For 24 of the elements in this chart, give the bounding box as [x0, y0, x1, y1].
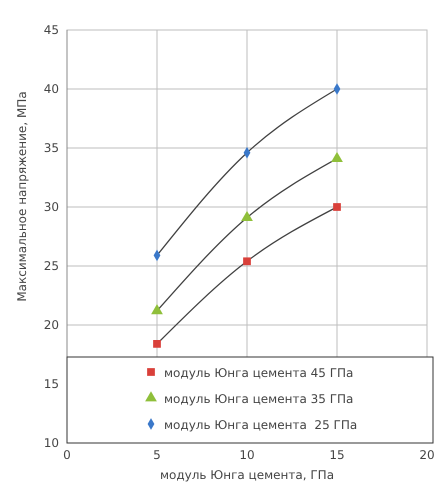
y-tick-label: 30: [44, 200, 59, 214]
y-tick-label: 35: [44, 141, 59, 156]
point: [243, 257, 251, 266]
y-tick-label: 25: [44, 259, 59, 274]
point: [333, 203, 341, 211]
x-tick-label: 5: [153, 448, 161, 462]
y-tick-label: 20: [44, 318, 59, 332]
x-tick-label: 15: [329, 448, 345, 462]
x-tick-label: 20: [419, 448, 435, 462]
x-tick-label: 10: [239, 448, 255, 462]
y-axis-title: Максимальное напряжение, МПа: [15, 91, 29, 302]
y-tick-label: 40: [44, 82, 59, 96]
legend-label: модуль Юнга цемента 45 ГПа: [164, 366, 354, 380]
point: [331, 152, 343, 162]
x-axis-title: модуль Юнга цемента, ГПа: [160, 468, 334, 482]
point: [153, 340, 161, 348]
point: [241, 210, 253, 222]
point: [151, 304, 163, 314]
y-tick-label: 45: [44, 23, 59, 38]
x-tick-label: 0: [63, 448, 71, 462]
y-tick-label: 15: [44, 377, 59, 392]
y-tick-label: 10: [44, 436, 59, 450]
legend-label: модуль Юнга цемента 25 ГПа: [164, 418, 358, 432]
legend-label: модуль Юнга цемента 35 ГПа: [164, 392, 354, 406]
